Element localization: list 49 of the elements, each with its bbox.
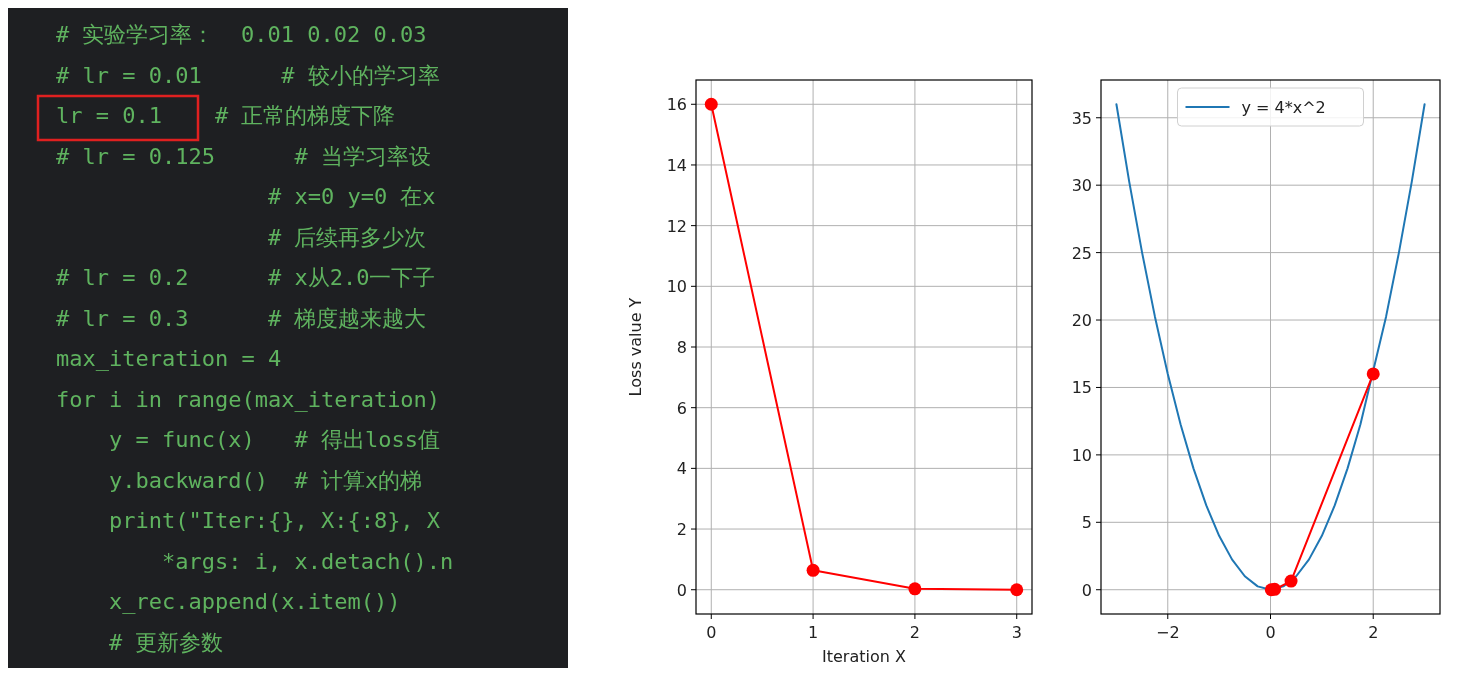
text: # lr = 0.3 # 梯度越来越大 xyxy=(56,305,427,331)
y-tick-label: 16 xyxy=(666,95,687,115)
text: # lr = 0.125 # 当学习率设 xyxy=(56,143,431,169)
x-tick-label: 2 xyxy=(1368,623,1379,642)
text: # 后续再多少次 xyxy=(56,224,427,250)
text: lr = 0.1 # 正常的梯度下降 xyxy=(56,103,396,128)
text: # x=0 y=0 在x xyxy=(56,184,436,209)
y-tick-label: 35 xyxy=(1071,108,1092,128)
point xyxy=(704,97,718,111)
x-tick-label: 1 xyxy=(808,623,819,642)
y-tick-label: 10 xyxy=(666,277,687,297)
y-tick-label: 15 xyxy=(1071,378,1092,398)
y-tick-label: 4 xyxy=(676,459,687,479)
legend-label: y = 4*x^2 xyxy=(1241,98,1326,117)
point xyxy=(1010,583,1024,597)
x-tick-label: 3 xyxy=(1011,623,1022,642)
text: y = func(x) # 得出loss值 xyxy=(56,427,440,452)
point xyxy=(806,563,820,577)
y-tick-label: 2 xyxy=(676,520,687,540)
text: # lr = 0.2 # x从2.0一下子 xyxy=(56,265,436,290)
text: # 实验学习率： 0.01 0.02 0.03 xyxy=(56,22,427,47)
point xyxy=(1284,574,1298,588)
x-axis-title: Iteration X xyxy=(822,647,906,666)
y-tick-label: 14 xyxy=(666,155,687,175)
text: y.backward() # 计算x的梯 xyxy=(56,467,423,493)
text: # 更新参数 xyxy=(56,629,224,655)
y-axis-title: Loss value Y xyxy=(626,297,645,397)
y-tick-label: 0 xyxy=(676,580,687,600)
y-tick-label: 5 xyxy=(1081,513,1092,533)
y-tick-label: 25 xyxy=(1071,243,1092,263)
point xyxy=(908,582,922,596)
text: # lr = 0.01 # 较小的学习率 xyxy=(56,62,440,88)
point xyxy=(1366,367,1380,381)
text: for i in range(max_iteration) xyxy=(56,386,441,412)
y-tick-label: 6 xyxy=(676,398,687,418)
y-tick-label: 20 xyxy=(1071,311,1092,331)
y-tick-label: 10 xyxy=(1071,445,1092,465)
y-tick-label: 12 xyxy=(666,216,687,236)
text: x_rec.append(x.item()) xyxy=(56,589,401,614)
text: *args: i, x.detach().n xyxy=(56,548,454,574)
y-tick-label: 0 xyxy=(1081,580,1092,600)
x-tick-label: −2 xyxy=(1155,623,1180,642)
x-tick-label: 0 xyxy=(706,623,717,642)
y-tick-label: 8 xyxy=(676,338,687,357)
y-tick-label: 30 xyxy=(1071,176,1092,196)
text: max_iteration = 4 xyxy=(56,346,282,371)
x-tick-label: 0 xyxy=(1265,623,1276,642)
x-tick-label: 2 xyxy=(909,623,920,642)
text: print("Iter:{}, X:{:8}, X xyxy=(56,508,441,533)
